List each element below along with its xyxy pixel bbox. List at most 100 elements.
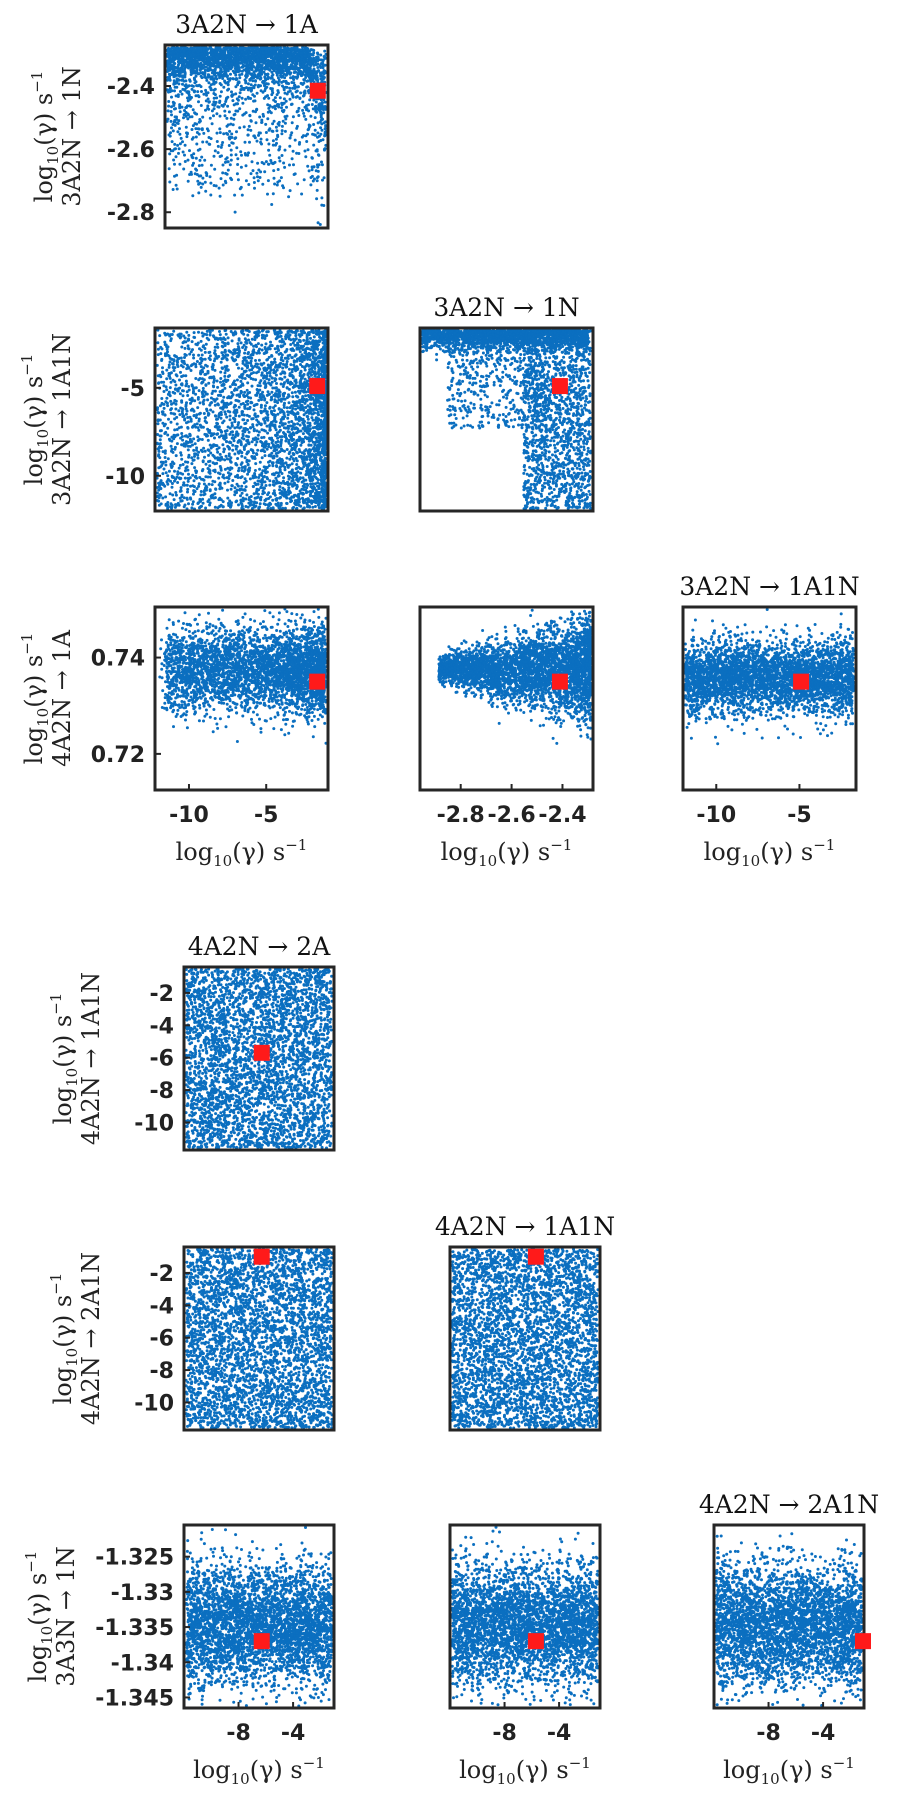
scatter-point [171,129,175,133]
scatter-point [307,61,311,65]
scatter-point [236,70,240,74]
scatter-point [234,447,238,451]
scatter-point [297,69,301,72]
scatter-point [213,470,217,474]
scatter-point [213,87,217,91]
scatter-point [315,78,319,82]
scatter-point [291,95,295,99]
scatter-point [183,153,186,157]
scatter-point [291,506,295,510]
scatter-point [320,160,323,164]
scatter-point [199,74,203,78]
scatter-point [201,140,205,144]
scatter-point [243,351,247,355]
scatter-point [226,168,230,172]
scatter-point [200,353,204,357]
scatter-point [275,454,279,458]
scatter-point [260,456,264,460]
scatter-point [242,394,246,398]
scatter-point [242,53,246,57]
scatter-point [164,471,168,475]
scatter-point [219,83,223,87]
scatter-point [314,63,318,67]
scatter-point [210,71,214,75]
scatter-point [197,428,201,432]
scatter-point [200,155,204,159]
scatter-point [226,341,230,345]
scatter-point [241,101,245,105]
scatter-point [292,173,296,176]
scatter-point [166,109,170,113]
scatter-point [262,70,266,74]
scatter-point [182,167,186,171]
scatter-point [207,381,211,385]
scatter-point [228,414,232,418]
scatter-point [275,129,279,133]
scatter-point [251,169,255,173]
scatter-point [223,61,227,65]
scatter-point [245,493,249,497]
scatter-point [316,52,320,56]
scatter-point [200,469,204,473]
scatter-point [264,484,268,487]
scatter-point [308,70,312,73]
scatter-point [272,176,276,180]
scatter-point [240,484,244,488]
scatter-point [185,135,189,139]
scatter-point [240,88,243,92]
scatter-point [179,370,182,374]
scatter-point [272,489,276,493]
scatter-point [319,53,323,57]
scatter-point [289,338,293,342]
scatter-point [246,128,250,132]
scatter-point [180,92,184,96]
scatter-point [308,494,312,498]
scatter-point [285,406,289,410]
scatter-point [201,176,205,180]
scatter-point [254,46,258,50]
scatter-point [246,58,250,62]
scatter-point [302,338,306,342]
scatter-point [274,125,278,129]
scatter-point [303,149,307,153]
scatter-point [266,192,269,196]
scatter-point [170,140,174,144]
scatter-point [230,436,234,440]
scatter-point [308,124,312,128]
scatter-point [231,99,235,103]
scatter-point [228,62,232,66]
scatter-point [183,160,187,163]
scatter-point [307,443,311,447]
scatter-point [261,80,265,84]
scatter-point [270,380,274,384]
scatter-point [191,473,195,477]
scatter-point [244,97,248,101]
scatter-point [305,469,309,473]
scatter-point [281,119,285,123]
scatter-point [214,74,218,78]
scatter-point [239,425,243,429]
scatter-point [175,187,179,191]
scatter-point [198,437,202,441]
scatter-point [188,97,192,101]
scatter-point [300,135,304,139]
scatter-point [192,48,196,52]
scatter-point [186,479,190,483]
scatter-point [216,450,220,454]
scatter-point [223,79,227,83]
scatter-point [203,158,207,162]
scatter-point [233,210,237,214]
scatter-point [228,163,232,167]
scatter-point [289,380,293,384]
scatter-point [236,342,240,346]
scatter-point [212,154,216,158]
scatter-point [173,417,177,421]
scatter-point [283,401,286,405]
scatter-point [306,67,310,71]
scatter-point [269,46,273,50]
scatter-point [204,462,208,466]
scatter-point [264,342,268,346]
scatter-point [254,79,257,83]
scatter-point [286,474,290,478]
scatter-point [199,174,203,178]
